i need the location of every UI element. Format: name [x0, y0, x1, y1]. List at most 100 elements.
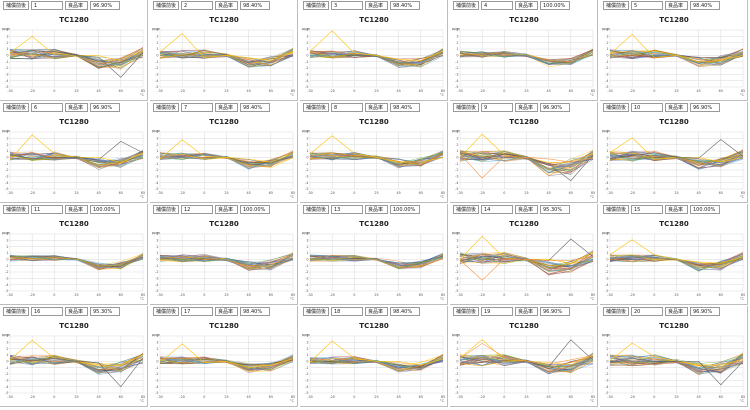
sort-label-cell[interactable]: 補償前後	[303, 205, 329, 214]
sort-label-cell[interactable]: 補償前後	[153, 103, 179, 112]
yield-label-cell[interactable]: 良品率	[665, 1, 688, 10]
yield-percent-cell[interactable]: 98.40%	[240, 103, 270, 112]
sample-index-cell[interactable]: 20	[631, 307, 663, 316]
yield-label-cell[interactable]: 良品率	[515, 103, 538, 112]
yield-label-cell[interactable]: 良品率	[365, 103, 388, 112]
chart-panel[interactable]: 補償前後 19 良品率 96.90% TC1280 ppm 4 3 2 1 0 -1 -2 -3 -4 -5-…	[450, 306, 598, 407]
yield-percent-cell[interactable]: 96.90%	[90, 1, 120, 10]
yield-label-cell[interactable]: 良品率	[65, 205, 88, 214]
sample-index-cell[interactable]: 4	[481, 1, 513, 10]
sample-index-cell[interactable]: 10	[631, 103, 663, 112]
chart-panel[interactable]: 補償前後 6 良品率 96.90% TC1280 ppm 4 3 2 1 0 -1 -2 -3 -4 -5 -3…	[0, 102, 148, 203]
yield-label-cell[interactable]: 良品率	[215, 103, 238, 112]
yield-label-cell[interactable]: 良品率	[65, 103, 88, 112]
sample-index-cell[interactable]: 3	[331, 1, 363, 10]
yield-label-cell[interactable]: 良品率	[515, 1, 538, 10]
chart-panel[interactable]: 補償前後 2 良品率 98.40% TC1280 ppm 4 3 2 1 0 -1 -2 -3 -4 -5 -3…	[150, 0, 298, 101]
chart-panel[interactable]: 補償前後 9 良品率 96.90% TC1280 ppm 4 3 2 1 0 -1 -2 -3 -4 -5 -3…	[450, 102, 598, 203]
chart-panel[interactable]: 補償前後 7 良品率 98.40% TC1280 ppm 4 3 2 1 0 -1 -2 -3 -4 -5 -3…	[150, 102, 298, 203]
yield-percent-cell[interactable]: 95.30%	[540, 205, 570, 214]
yield-percent-cell[interactable]: 98.40%	[240, 1, 270, 10]
yield-label-cell[interactable]: 良品率	[365, 205, 388, 214]
yield-label-cell[interactable]: 良品率	[665, 307, 688, 316]
yield-percent-cell[interactable]: 100.00%	[690, 205, 720, 214]
sort-label-cell[interactable]: 補償前後	[603, 103, 629, 112]
sample-index-cell[interactable]: 7	[181, 103, 213, 112]
yield-percent-cell[interactable]: 98.40%	[390, 307, 420, 316]
sample-index-cell[interactable]: 13	[331, 205, 363, 214]
chart-panel[interactable]: 補償前後 4 良品率 100.00% TC1280 ppm 4 3 2 1 0 -1 -2 -3 -4 -5-…	[450, 0, 598, 101]
yield-percent-cell[interactable]: 96.90%	[90, 103, 120, 112]
sort-label-cell[interactable]: 補償前後	[453, 103, 479, 112]
yield-percent-cell[interactable]: 96.90%	[690, 103, 720, 112]
sample-index-cell[interactable]: 6	[31, 103, 63, 112]
sort-label-cell[interactable]: 補償前後	[453, 307, 479, 316]
yield-label-cell[interactable]: 良品率	[65, 1, 88, 10]
chart-panel[interactable]: 補償前後 14 良品率 95.30% TC1280 ppm 4 3 2 1 0 -1 -2 -3 -4 -5-…	[450, 204, 598, 305]
sort-label-cell[interactable]: 補償前後	[303, 1, 329, 10]
sort-label-cell[interactable]: 補償前後	[3, 205, 29, 214]
yield-percent-cell[interactable]: 100.00%	[240, 205, 270, 214]
sample-index-cell[interactable]: 18	[331, 307, 363, 316]
sort-label-cell[interactable]: 補償前後	[603, 1, 629, 10]
chart-panel[interactable]: 補償前後 11 良品率 100.00% TC1280 ppm 4 3 2 1 0 -1 -2 -3 -4 -5…	[0, 204, 148, 305]
sample-index-cell[interactable]: 2	[181, 1, 213, 10]
sort-label-cell[interactable]: 補償前後	[453, 1, 479, 10]
sort-label-cell[interactable]: 補償前後	[303, 103, 329, 112]
sort-label-cell[interactable]: 補償前後	[3, 1, 29, 10]
yield-label-cell[interactable]: 良品率	[65, 307, 88, 316]
sort-label-cell[interactable]: 補償前後	[303, 307, 329, 316]
sample-index-cell[interactable]: 9	[481, 103, 513, 112]
sample-index-cell[interactable]: 5	[631, 1, 663, 10]
sort-label-cell[interactable]: 補償前後	[603, 307, 629, 316]
chart-panel[interactable]: 補償前後 16 良品率 95.30% TC1280 ppm 4 3 2 1 0 -1 -2 -3 -4 -5-…	[0, 306, 148, 407]
sample-index-cell[interactable]: 16	[31, 307, 63, 316]
sample-index-cell[interactable]: 14	[481, 205, 513, 214]
chart-panel[interactable]: 補償前後 8 良品率 98.40% TC1280 ppm 4 3 2 1 0 -1 -2 -3 -4 -5 -3…	[300, 102, 448, 203]
sample-index-cell[interactable]: 19	[481, 307, 513, 316]
yield-label-cell[interactable]: 良品率	[515, 307, 538, 316]
chart-panel[interactable]: 補償前後 18 良品率 98.40% TC1280 ppm 4 3 2 1 0 -1 -2 -3 -4 -5-…	[300, 306, 448, 407]
chart-panel[interactable]: 補償前後 1 良品率 96.90% TC1280 ppm 4 3 2 1 0 -1 -2 -3 -4 -5 -3…	[0, 0, 148, 101]
yield-percent-cell[interactable]: 98.40%	[240, 307, 270, 316]
sort-label-cell[interactable]: 補償前後	[453, 205, 479, 214]
sample-index-cell[interactable]: 17	[181, 307, 213, 316]
yield-percent-cell[interactable]: 96.90%	[690, 307, 720, 316]
sample-index-cell[interactable]: 12	[181, 205, 213, 214]
chart-panel[interactable]: 補償前後 3 良品率 98.40% TC1280 ppm 4 3 2 1 0 -1 -2 -3 -4 -5 -3…	[300, 0, 448, 101]
yield-label-cell[interactable]: 良品率	[515, 205, 538, 214]
yield-label-cell[interactable]: 良品率	[215, 205, 238, 214]
yield-label-cell[interactable]: 良品率	[665, 103, 688, 112]
chart-panel[interactable]: 補償前後 13 良品率 100.00% TC1280 ppm 4 3 2 1 0 -1 -2 -3 -4 -5…	[300, 204, 448, 305]
yield-percent-cell[interactable]: 96.90%	[540, 103, 570, 112]
yield-label-cell[interactable]: 良品率	[215, 1, 238, 10]
yield-label-cell[interactable]: 良品率	[365, 1, 388, 10]
chart-panel[interactable]: 補償前後 5 良品率 98.40% TC1280 ppm 4 3 2 1 0 -1 -2 -3 -4 -5 -3…	[600, 0, 748, 101]
chart-panel[interactable]: 補償前後 17 良品率 98.40% TC1280 ppm 4 3 2 1 0 -1 -2 -3 -4 -5-…	[150, 306, 298, 407]
sort-label-cell[interactable]: 補償前後	[153, 205, 179, 214]
yield-percent-cell[interactable]: 95.30%	[90, 307, 120, 316]
sample-index-cell[interactable]: 1	[31, 1, 63, 10]
sample-index-cell[interactable]: 8	[331, 103, 363, 112]
chart-panel[interactable]: 補償前後 12 良品率 100.00% TC1280 ppm 4 3 2 1 0 -1 -2 -3 -4 -5…	[150, 204, 298, 305]
sort-label-cell[interactable]: 補償前後	[153, 307, 179, 316]
yield-label-cell[interactable]: 良品率	[665, 205, 688, 214]
yield-percent-cell[interactable]: 98.40%	[690, 1, 720, 10]
sort-label-cell[interactable]: 補償前後	[603, 205, 629, 214]
sort-label-cell[interactable]: 補償前後	[3, 307, 29, 316]
chart-panel[interactable]: 補償前後 15 良品率 100.00% TC1280 ppm 4 3 2 1 0 -1 -2 -3 -4 -5…	[600, 204, 748, 305]
chart-panel[interactable]: 補償前後 10 良品率 96.90% TC1280 ppm 4 3 2 1 0 -1 -2 -3 -4 -5-…	[600, 102, 748, 203]
chart-panel[interactable]: 補償前後 20 良品率 96.90% TC1280 ppm 4 3 2 1 0 -1 -2 -3 -4 -5-…	[600, 306, 748, 407]
sort-label-cell[interactable]: 補償前後	[3, 103, 29, 112]
yield-percent-cell[interactable]: 100.00%	[390, 205, 420, 214]
sample-index-cell[interactable]: 11	[31, 205, 63, 214]
yield-percent-cell[interactable]: 100.00%	[540, 1, 570, 10]
yield-label-cell[interactable]: 良品率	[215, 307, 238, 316]
yield-percent-cell[interactable]: 98.40%	[390, 103, 420, 112]
yield-label-cell[interactable]: 良品率	[365, 307, 388, 316]
yield-percent-cell[interactable]: 98.40%	[390, 1, 420, 10]
sort-label-cell[interactable]: 補償前後	[153, 1, 179, 10]
sample-index-cell[interactable]: 15	[631, 205, 663, 214]
yield-percent-cell[interactable]: 96.90%	[540, 307, 570, 316]
yield-percent-cell[interactable]: 100.00%	[90, 205, 120, 214]
